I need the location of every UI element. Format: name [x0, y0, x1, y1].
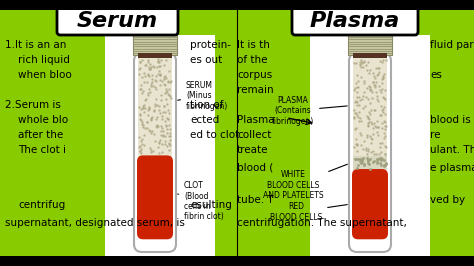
FancyBboxPatch shape — [134, 53, 176, 252]
Bar — [133, 35, 177, 55]
Text: tube. T: tube. T — [237, 195, 273, 205]
Bar — [138, 53, 172, 58]
Text: esulting: esulting — [190, 200, 232, 210]
Text: e plasma: e plasma — [430, 163, 474, 173]
FancyBboxPatch shape — [57, 7, 178, 35]
Text: ved by: ved by — [430, 195, 465, 205]
Text: centrifug: centrifug — [18, 200, 65, 210]
Text: remain: remain — [237, 85, 273, 95]
FancyBboxPatch shape — [137, 155, 173, 239]
Text: WHITE
BLOOD CELLS
AND PLATELETS: WHITE BLOOD CELLS AND PLATELETS — [263, 164, 347, 200]
Text: fluid part: fluid part — [430, 40, 474, 50]
Text: ulant. The: ulant. The — [430, 145, 474, 155]
Text: RED
BLOOD CELLS: RED BLOOD CELLS — [270, 202, 347, 222]
Text: ected: ected — [190, 115, 219, 125]
Text: SERUM
(Minus
fibrinogen): SERUM (Minus fibrinogen) — [178, 81, 228, 111]
Text: Plasma: Plasma — [310, 11, 400, 31]
Text: It is th: It is th — [237, 40, 270, 50]
Bar — [353, 53, 387, 58]
Text: es: es — [430, 70, 442, 80]
Text: when bloo: when bloo — [18, 70, 72, 80]
Text: Serum: Serum — [77, 11, 158, 31]
Text: PLASMA
(Contains
fibrinogen): PLASMA (Contains fibrinogen) — [272, 96, 347, 126]
Text: whole blo: whole blo — [18, 115, 68, 125]
Bar — [105, 35, 215, 258]
Bar — [0, 256, 474, 266]
Bar — [138, 57, 172, 158]
Text: tion of: tion of — [190, 100, 224, 110]
Text: blood (: blood ( — [237, 163, 273, 173]
Text: treate: treate — [237, 145, 268, 155]
FancyBboxPatch shape — [352, 169, 388, 239]
Text: ed to clot.: ed to clot. — [190, 130, 243, 140]
Bar — [353, 156, 387, 170]
FancyBboxPatch shape — [292, 7, 418, 35]
Text: after the: after the — [18, 130, 63, 140]
Text: 2.Serum is: 2.Serum is — [5, 100, 61, 110]
FancyBboxPatch shape — [349, 53, 391, 252]
Text: re: re — [430, 130, 440, 140]
Text: CLOT
(Blood
cells in
fibrin clot): CLOT (Blood cells in fibrin clot) — [178, 181, 224, 221]
Text: The clot i: The clot i — [18, 145, 66, 155]
Text: 1.It is an an: 1.It is an an — [5, 40, 66, 50]
Text: supernatant, designated serum, is: supernatant, designated serum, is — [5, 218, 185, 228]
Text: collect: collect — [237, 130, 272, 140]
Bar — [0, 0, 474, 10]
Text: Plasma: Plasma — [237, 115, 274, 125]
Text: of the: of the — [237, 55, 267, 65]
Text: centrifugation. The supernatant,: centrifugation. The supernatant, — [237, 218, 407, 228]
Bar — [348, 35, 392, 55]
Bar — [310, 35, 430, 258]
Text: protein-: protein- — [190, 40, 231, 50]
Text: es out: es out — [190, 55, 222, 65]
Bar — [353, 57, 387, 158]
Text: blood is: blood is — [430, 115, 471, 125]
Text: corpus: corpus — [237, 70, 272, 80]
Text: rich liquid: rich liquid — [18, 55, 70, 65]
